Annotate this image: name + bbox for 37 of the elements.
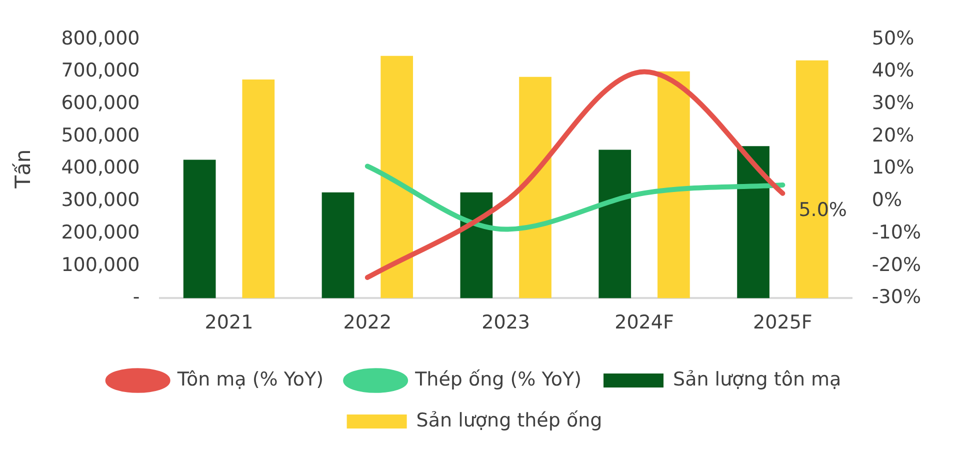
x-tick-label: 2021 xyxy=(204,312,254,334)
y2-tick-label: -30% xyxy=(872,286,922,308)
bar xyxy=(519,76,552,298)
bar xyxy=(460,192,493,298)
y-tick-label: 400,000 xyxy=(61,156,140,179)
y2-tick-label: -10% xyxy=(872,221,922,244)
y-tick-label: 200,000 xyxy=(61,221,140,244)
bar xyxy=(242,80,275,298)
y-axis-title: Tấn xyxy=(11,149,36,190)
x-tick-label: 2025F xyxy=(753,312,812,334)
y-tick-label: 700,000 xyxy=(61,60,140,82)
y-tick-label: 100,000 xyxy=(61,254,140,276)
legend-label: Thép ống (% YoY) xyxy=(414,368,582,390)
bar xyxy=(183,160,216,298)
y2-tick-label: 30% xyxy=(872,92,914,114)
y-tick-label: 500,000 xyxy=(61,124,140,146)
y2-tick-label: 40% xyxy=(872,60,914,82)
bar xyxy=(598,150,632,298)
y2-tick-label: 50% xyxy=(872,27,914,50)
legend-label: Tôn mạ (% YoY) xyxy=(176,368,324,390)
y-tick-label: 800,000 xyxy=(61,27,140,50)
bar xyxy=(322,192,354,298)
bar xyxy=(658,71,690,298)
y-tick-label: - xyxy=(132,286,140,308)
y2-tick-label: -20% xyxy=(872,254,922,276)
x-tick-label: 2024F xyxy=(614,312,674,334)
x-tick-label: 2023 xyxy=(482,312,530,334)
y-tick-label: 600,000 xyxy=(61,92,140,114)
legend-label: Sản lượng thép ống xyxy=(416,409,602,432)
y2-tick-label: 0% xyxy=(872,189,902,212)
bar xyxy=(737,146,770,298)
x-tick-label: 2022 xyxy=(343,312,392,334)
legend-label: Sản lượng tôn mạ xyxy=(673,368,842,390)
y2-tick-label: 20% xyxy=(872,124,914,146)
y2-tick-label: 10% xyxy=(872,156,914,179)
bar xyxy=(380,56,414,298)
y-tick-label: 300,000 xyxy=(61,189,140,212)
